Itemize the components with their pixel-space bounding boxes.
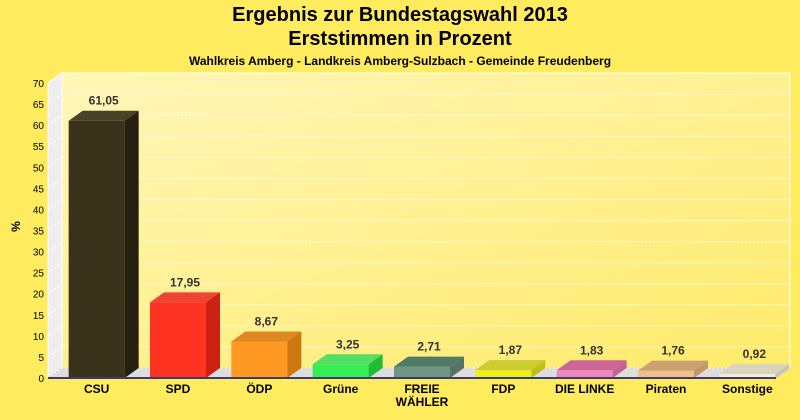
gridline [47, 283, 790, 295]
bar-top-1 [150, 292, 220, 303]
chart-subtitle: Erststimmen in Prozent [288, 28, 512, 50]
gridline [47, 198, 790, 210]
value-label: 3,25 [336, 337, 360, 351]
y-axis-label: % [9, 221, 23, 232]
y-tick-label: 35 [33, 227, 45, 238]
bar-1 [150, 302, 206, 378]
gridline [47, 156, 790, 168]
gridline [47, 93, 790, 105]
x-tick-label: Piraten [646, 382, 687, 396]
gridline [47, 241, 790, 252]
bar-side-2 [287, 331, 302, 378]
bar-6 [556, 370, 613, 378]
value-label: 2,71 [417, 340, 441, 354]
bar-top-4 [394, 356, 464, 367]
bar-top-2 [231, 331, 302, 342]
gridline [47, 72, 790, 84]
x-tick-label: SPD [166, 382, 191, 396]
bar-4 [394, 366, 450, 378]
y-tick-label: 70 [33, 79, 45, 90]
bar-side-1 [206, 292, 220, 378]
gridline [47, 114, 790, 126]
y-tick-label: 45 [33, 184, 45, 195]
x-tick-label: FDP [491, 382, 515, 396]
gridline [47, 304, 790, 316]
bar-top-7 [638, 360, 708, 371]
bar-5 [475, 370, 532, 378]
bar-top-3 [312, 354, 383, 365]
y-tick-label: 25 [33, 269, 45, 280]
bar-top-8 [719, 364, 790, 375]
bar-3 [312, 364, 369, 378]
bar-side-5 [531, 360, 546, 378]
bar-side-0 [124, 110, 139, 378]
y-tick-label: 15 [33, 311, 45, 322]
value-label: 61,05 [89, 94, 119, 108]
y-tick-label: 65 [33, 100, 45, 111]
bar-side-3 [368, 354, 383, 378]
value-label: 8,67 [255, 314, 279, 328]
y-tick-label: 20 [33, 290, 45, 301]
value-label: 1,83 [580, 343, 604, 357]
x-tick-label: ÖDP [246, 381, 272, 396]
x-tick-label: CSU [84, 382, 109, 396]
bar-top-0 [68, 110, 139, 121]
chart-subsubtitle: Wahlkreis Amberg - Landkreis Amberg-Sulz… [188, 54, 612, 68]
value-label: 1,87 [499, 343, 523, 357]
gridline [47, 220, 790, 231]
value-label: 1,76 [661, 344, 685, 358]
bar-7 [638, 370, 694, 378]
gridline [47, 325, 790, 337]
gridline [47, 262, 790, 274]
x-tick-label: Grüne [323, 382, 359, 396]
y-tick-label: 50 [33, 163, 45, 174]
bar-side-4 [450, 356, 464, 378]
y-tick-label: 60 [33, 121, 45, 132]
y-tick-label: 0 [38, 374, 44, 385]
value-label: 17,95 [170, 275, 200, 289]
bar-top-6 [556, 360, 627, 371]
value-label: 0,92 [743, 347, 767, 361]
gridline [47, 367, 790, 379]
bar-side-7 [694, 360, 708, 378]
bar-side-6 [612, 360, 627, 378]
bar-8 [719, 374, 776, 378]
x-tick-label: Sonstige [722, 382, 773, 396]
chart-title: Ergebnis zur Bundestagswahl 2013 [232, 4, 568, 26]
y-tick-label: 40 [33, 205, 45, 216]
gridline [47, 135, 790, 147]
y-tick-label: 10 [33, 332, 45, 343]
gridline [47, 346, 790, 358]
bar-side-8 [775, 364, 790, 378]
y-tick-label: 55 [33, 142, 45, 153]
x-tick-label: WÄHLER [396, 394, 449, 409]
bar-top-5 [475, 360, 546, 371]
x-tick-label: FREIE [404, 382, 439, 396]
y-tick-label: 5 [38, 353, 44, 364]
gridline [47, 177, 790, 189]
bar-2 [231, 341, 288, 378]
y-tick-label: 30 [33, 248, 45, 259]
x-tick-label: DIE LINKE [555, 382, 614, 396]
bar-0 [68, 120, 125, 378]
